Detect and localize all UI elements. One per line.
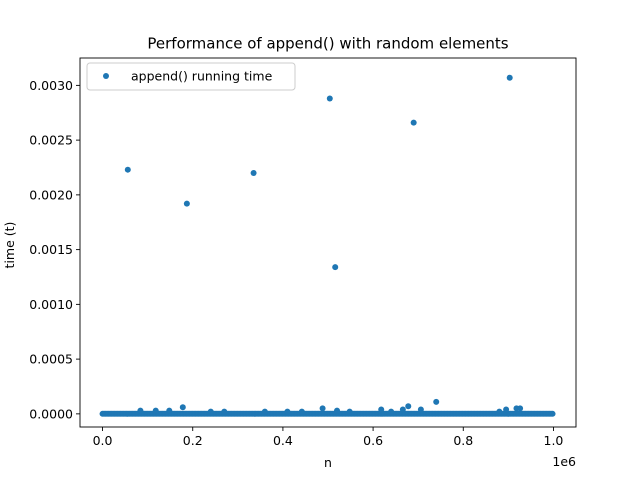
data-point bbox=[496, 408, 503, 415]
data-point bbox=[166, 407, 173, 414]
y-tick-label: 0.0030 bbox=[29, 78, 73, 93]
data-point bbox=[334, 407, 341, 414]
x-tick-label: 0.6 bbox=[363, 433, 383, 448]
y-tick-label: 0.0010 bbox=[29, 297, 73, 312]
legend-marker bbox=[103, 73, 109, 79]
data-point bbox=[261, 408, 268, 415]
data-point bbox=[417, 406, 424, 413]
data-point bbox=[298, 408, 305, 415]
chart-title: Performance of append() with random elem… bbox=[147, 35, 508, 53]
legend: append() running time bbox=[86, 62, 296, 91]
data-point bbox=[221, 408, 228, 415]
data-point bbox=[410, 119, 417, 126]
x-axis-offset-label: 1e6 bbox=[552, 454, 576, 469]
data-point bbox=[207, 408, 214, 415]
y-axis-ticks: 0.0000 0.0005 0.0010 0.0015 0.0020 0.0025 0.00… bbox=[29, 78, 80, 421]
x-tick-label: 0.8 bbox=[453, 433, 473, 448]
data-point bbox=[388, 408, 395, 415]
data-point bbox=[179, 404, 186, 411]
data-point bbox=[152, 407, 159, 414]
data-point bbox=[137, 407, 144, 414]
y-tick-label: 0.0020 bbox=[29, 187, 73, 202]
plot-area-frame bbox=[79, 57, 577, 428]
data-point bbox=[405, 403, 412, 410]
data-point bbox=[326, 95, 333, 102]
data-point bbox=[250, 169, 257, 176]
x-axis-ticks: 0.0 0.2 0.4 0.6 0.8 1.0 bbox=[93, 427, 564, 448]
x-tick-label: 0.2 bbox=[183, 433, 203, 448]
data-point bbox=[284, 408, 291, 415]
x-tick-label: 0.4 bbox=[273, 433, 293, 448]
data-point bbox=[346, 408, 353, 415]
y-tick-label: 0.0025 bbox=[29, 133, 73, 148]
data-point bbox=[503, 406, 510, 413]
data-points bbox=[99, 74, 556, 417]
data-point bbox=[517, 405, 524, 412]
data-point bbox=[378, 406, 385, 413]
data-point bbox=[549, 410, 556, 417]
data-point bbox=[332, 264, 339, 271]
y-tick-label: 0.0015 bbox=[29, 242, 73, 257]
y-tick-label: 0.0005 bbox=[29, 352, 73, 367]
x-axis-title: n bbox=[324, 455, 332, 470]
x-tick-label: 0.0 bbox=[93, 433, 113, 448]
data-point bbox=[183, 200, 190, 207]
y-tick-label: 0.0000 bbox=[29, 406, 73, 421]
legend-label: append() running time bbox=[131, 69, 273, 84]
x-tick-label: 1.0 bbox=[544, 433, 564, 448]
data-point bbox=[319, 405, 326, 412]
legend-box bbox=[86, 62, 296, 91]
data-point bbox=[399, 406, 406, 413]
data-point bbox=[433, 398, 440, 405]
y-axis-title: time (t) bbox=[2, 222, 17, 269]
data-point bbox=[124, 166, 131, 173]
data-point bbox=[506, 74, 513, 81]
